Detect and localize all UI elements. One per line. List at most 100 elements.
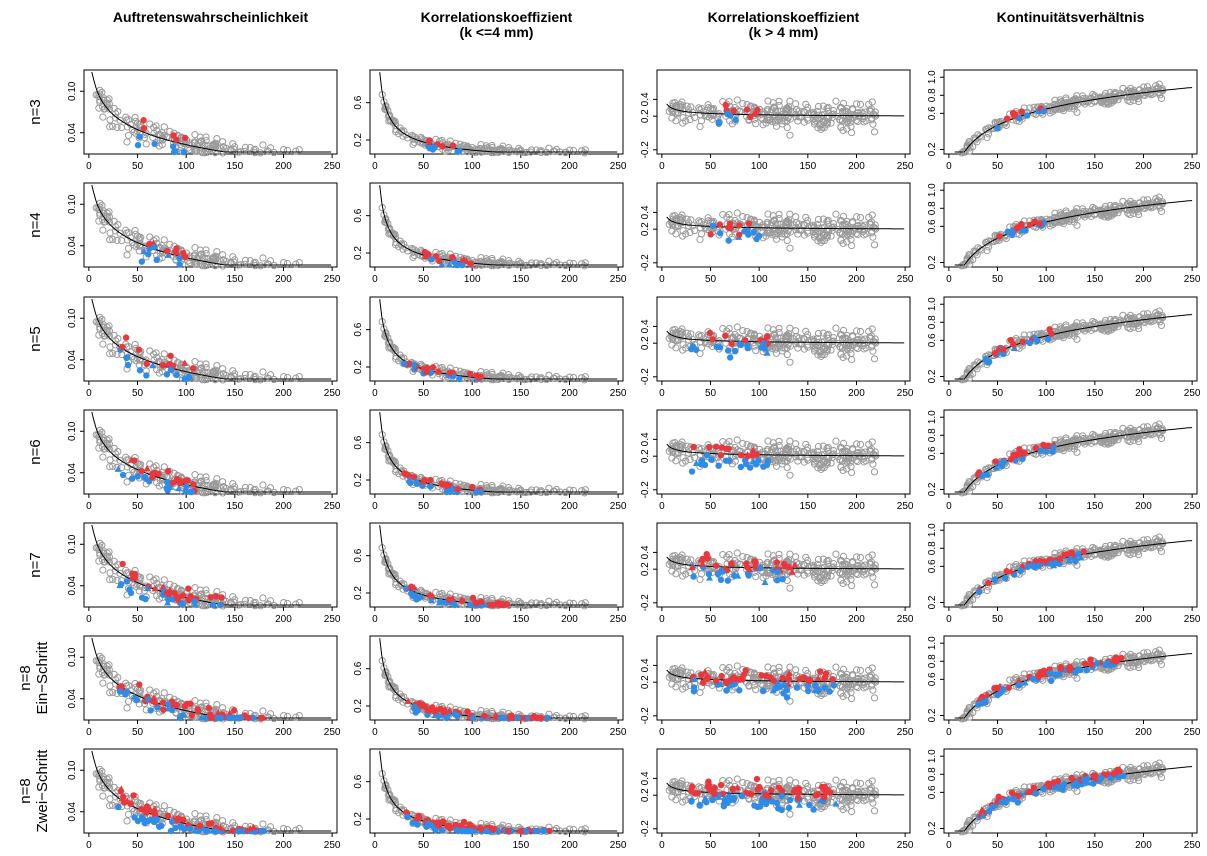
red-point — [774, 559, 780, 565]
background-point — [147, 687, 153, 693]
background-point — [161, 577, 167, 583]
x-tick-label: 250 — [324, 501, 341, 512]
background-point — [787, 359, 793, 365]
x-tick-label: 250 — [324, 274, 341, 285]
red-point — [206, 705, 212, 711]
background-point — [849, 469, 855, 475]
red-point — [459, 598, 465, 604]
blue-point — [725, 237, 731, 243]
background-point — [833, 211, 839, 217]
red-point — [258, 715, 264, 721]
background-point — [871, 242, 877, 248]
background-point — [787, 245, 793, 251]
background-point — [773, 123, 779, 129]
background-point — [119, 124, 125, 130]
y-tick-label: -0.2 — [640, 594, 651, 612]
x-tick-label: 0 — [659, 388, 665, 399]
red-point — [438, 481, 444, 487]
blue-point — [753, 461, 759, 467]
blue-point — [744, 345, 750, 351]
blue-point — [164, 371, 170, 377]
blue-point — [514, 715, 520, 721]
blue-point — [129, 475, 135, 481]
blue-point — [120, 472, 126, 478]
x-tick-label: 150 — [226, 388, 243, 399]
blue-triangle-point — [762, 579, 769, 585]
y-tick-label: -0.2 — [640, 368, 651, 386]
red-point — [707, 231, 713, 237]
x-tick-label: 150 — [512, 501, 529, 512]
row-label: Ein−Schritt — [34, 641, 51, 715]
background-point — [124, 139, 130, 145]
background-point — [793, 667, 799, 673]
background-point — [124, 705, 130, 711]
background-point — [284, 826, 290, 832]
x-tick-label: 250 — [610, 161, 627, 172]
x-tick-label: 250 — [324, 614, 341, 625]
background-point — [734, 550, 740, 556]
background-point — [570, 487, 576, 493]
background-point — [147, 574, 153, 580]
blue-point — [131, 814, 137, 820]
x-tick-label: 200 — [561, 501, 578, 512]
row-label: n=3 — [27, 99, 44, 124]
y-tick-label: 0.4 — [640, 319, 651, 333]
row-label: n=6 — [27, 439, 44, 464]
background-point — [284, 487, 290, 493]
blue-point — [723, 457, 729, 463]
blue-point — [746, 572, 752, 578]
red-point — [478, 826, 484, 832]
red-point — [421, 477, 427, 483]
background-point — [161, 351, 167, 357]
y-tick-label: 0.2 — [353, 812, 364, 826]
red-point — [185, 585, 191, 591]
background-point — [192, 472, 198, 478]
blue-point — [761, 340, 767, 346]
y-tick-label: 0.2 — [353, 699, 364, 713]
y-tick-label: 0.10 — [67, 308, 78, 328]
blue-point — [126, 586, 132, 592]
blue-point — [124, 354, 130, 360]
background-point — [260, 708, 266, 714]
blue-point — [210, 602, 216, 608]
red-point — [416, 814, 422, 820]
blue-point — [165, 596, 171, 602]
background-point — [849, 695, 855, 701]
x-tick-label: 200 — [848, 161, 865, 172]
x-tick-label: 150 — [226, 840, 243, 851]
background-point — [192, 245, 198, 251]
blue-point — [189, 489, 195, 495]
red-point — [744, 106, 750, 112]
blue-point — [708, 457, 714, 463]
background-point — [787, 438, 793, 444]
blue-point — [774, 569, 780, 575]
background-point — [100, 680, 106, 686]
blue-point — [151, 141, 157, 147]
background-point — [107, 457, 113, 463]
blue-point — [710, 223, 716, 229]
red-point — [745, 453, 751, 459]
background-point — [734, 324, 740, 330]
blue-point — [741, 228, 747, 234]
background-point — [871, 129, 877, 135]
background-point — [570, 600, 576, 606]
background-point — [100, 567, 106, 573]
x-tick-label: 200 — [561, 161, 578, 172]
x-tick-label: 100 — [178, 388, 195, 399]
background-point — [773, 463, 779, 469]
x-tick-label: 100 — [464, 501, 481, 512]
y-tick-label: 0.6 — [353, 435, 364, 449]
red-point — [120, 794, 126, 800]
x-tick-label: 200 — [848, 727, 865, 738]
blue-point — [473, 489, 479, 495]
blue-point — [215, 715, 221, 721]
x-tick-label: 50 — [132, 274, 144, 285]
x-tick-label: 100 — [178, 161, 195, 172]
x-tick-label: 200 — [275, 727, 292, 738]
